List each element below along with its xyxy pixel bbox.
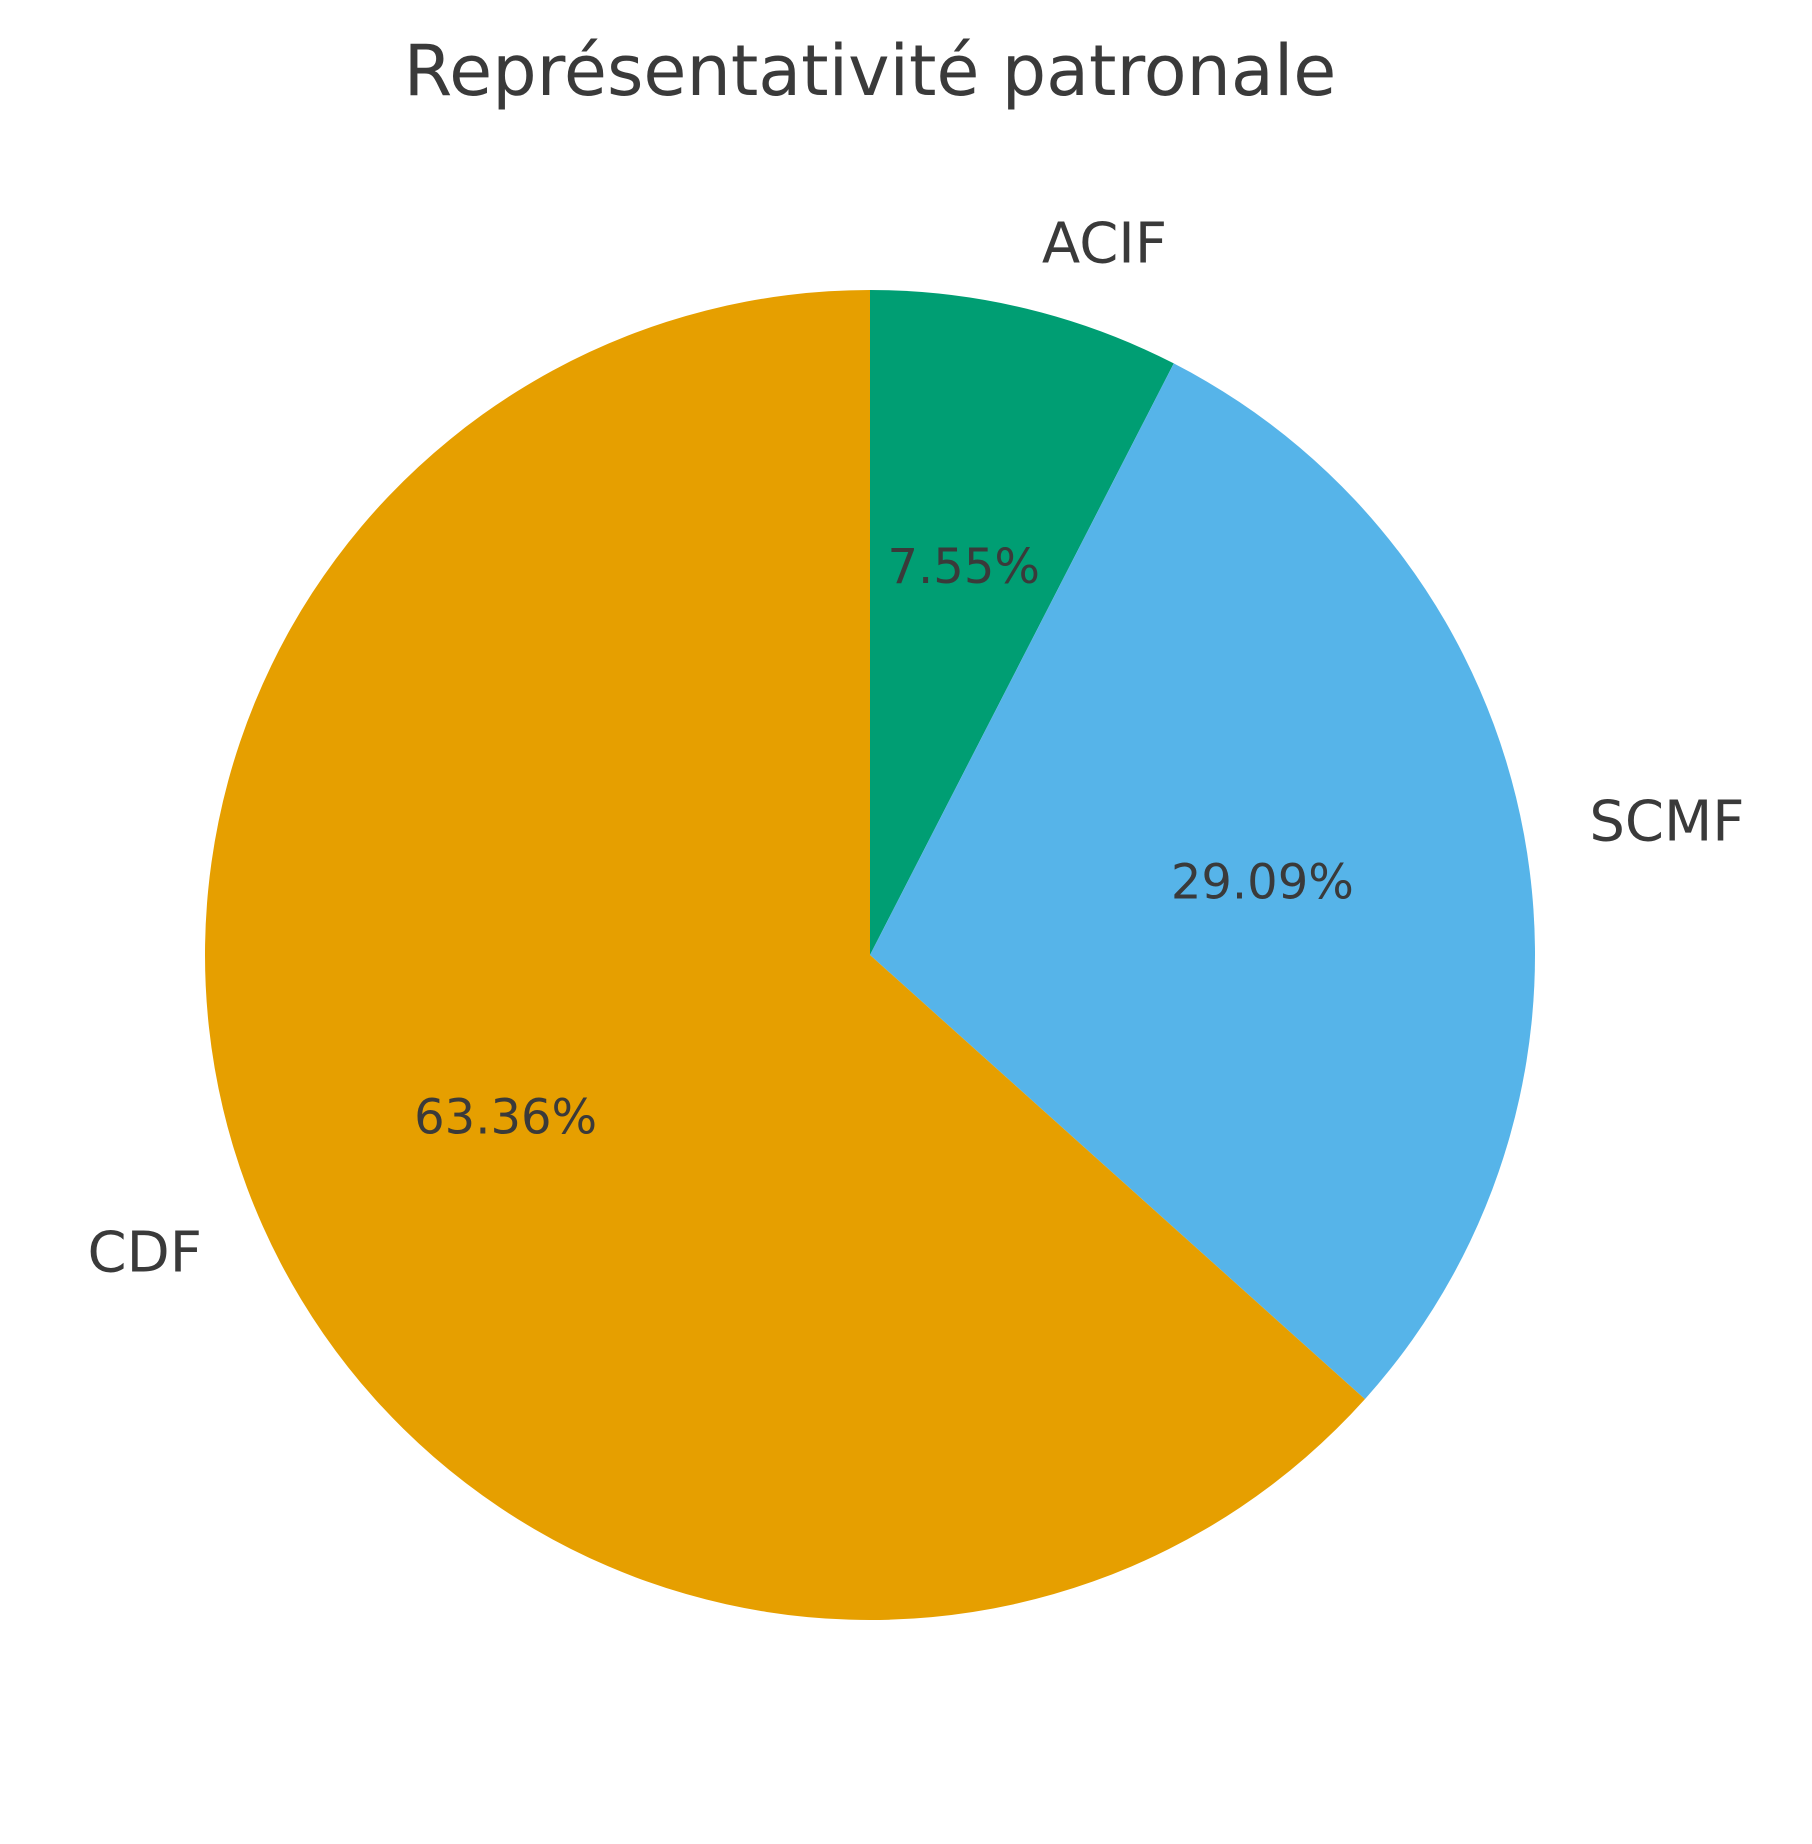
pie-pct-label-cdf: 63.36% <box>414 1090 597 1146</box>
pie-slices <box>204 290 1535 1621</box>
pie-slice-label-cdf: CDF <box>88 1221 202 1286</box>
pie-pct-label-scmf: 29.09% <box>1171 855 1354 911</box>
chart-title: Représentativité patronale <box>404 30 1337 112</box>
pie-slice-acif <box>870 290 1174 955</box>
pie-slice-scmf <box>870 363 1535 1400</box>
pie-slice-cdf <box>204 290 1365 1621</box>
pie-slice-label-scmf: SCMF <box>1589 790 1744 855</box>
pie-labels: 7.55% ACIF 29.09% SCMF 63.36% CDF <box>88 211 1745 1285</box>
pie-pct-label-acif: 7.55% <box>888 539 1040 595</box>
pie-slice-label-acif: ACIF <box>1042 211 1167 276</box>
